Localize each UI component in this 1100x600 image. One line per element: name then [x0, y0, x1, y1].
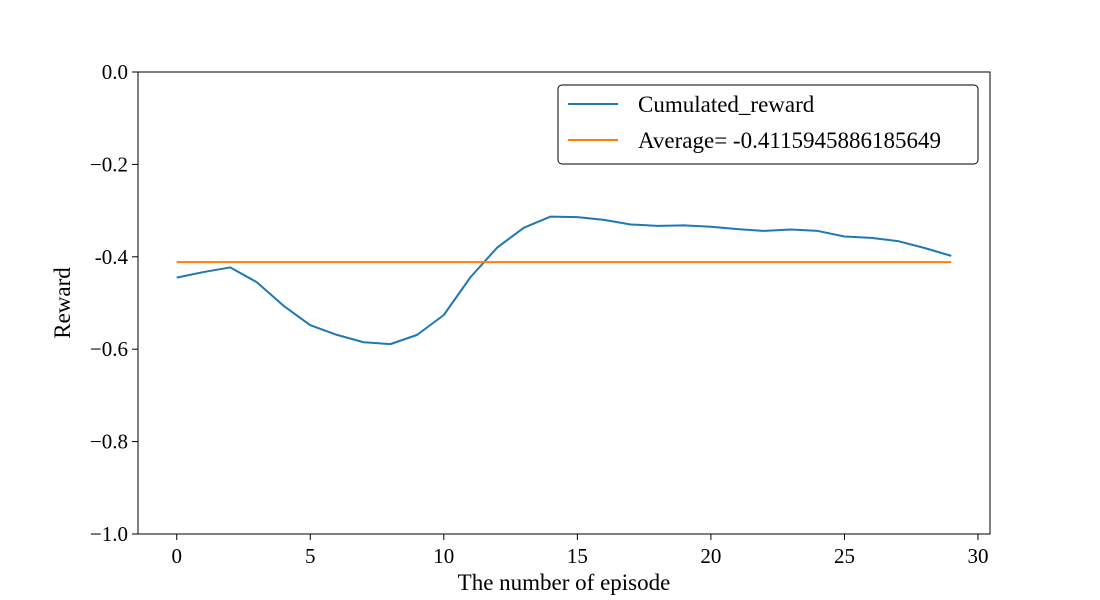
- y-tick-label: −0.8: [90, 430, 128, 454]
- legend: Cumulated_reward Average= -0.41159458861…: [557, 84, 979, 165]
- y-tick-label: 0.0: [102, 60, 128, 84]
- legend-label-cumulated-reward: Cumulated_reward: [638, 92, 815, 117]
- y-tick-label: −0.6: [90, 337, 128, 361]
- series-line-cumulated-reward: [176, 215, 952, 346]
- y-axis-label: Reward: [50, 267, 75, 339]
- x-tick-label: 20: [700, 544, 721, 568]
- x-tick-label: 0: [171, 544, 182, 568]
- x-tick-label: 10: [433, 544, 454, 568]
- x-tick-label: 25: [834, 544, 855, 568]
- x-tick-label: 15: [567, 544, 588, 568]
- ticks-layer: 0 5 10 15 20 25 30 −1.0 −0.8 −0.6 -0.4 −0.2 0.0: [90, 60, 989, 568]
- series-layer: [176, 215, 952, 346]
- legend-box: [557, 84, 979, 165]
- y-tick-label: −0.2: [90, 152, 128, 176]
- plot-frame: [137, 71, 991, 535]
- x-tick-label: 30: [967, 544, 988, 568]
- legend-label-average: Average= -0.4115945886185649: [638, 128, 941, 153]
- y-tick-label: −1.0: [90, 522, 128, 546]
- x-axis-label: The number of episode: [458, 570, 671, 595]
- x-tick-label: 5: [305, 544, 316, 568]
- y-tick-label: -0.4: [95, 245, 129, 269]
